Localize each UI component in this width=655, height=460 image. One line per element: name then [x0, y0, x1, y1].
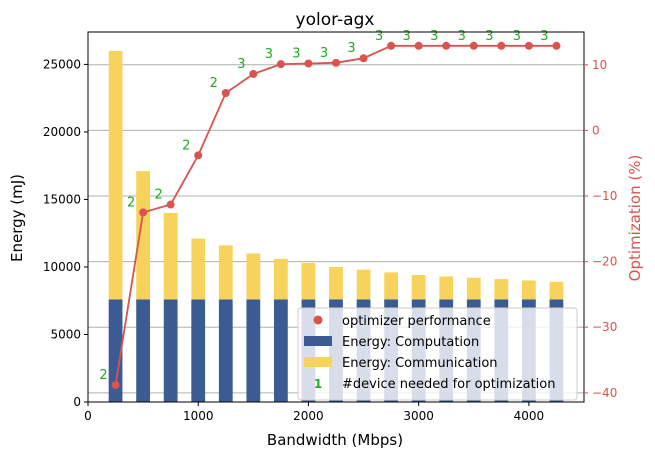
- bar-communication: [108, 50, 123, 300]
- optimization-point: [249, 69, 258, 78]
- y-tick-label: 0: [73, 395, 81, 409]
- legend-swatch-computation: [304, 336, 332, 346]
- optimization-line: [111, 41, 561, 389]
- legend-box: [297, 307, 578, 401]
- bar-communication: [163, 212, 178, 300]
- device-count-label: 3: [540, 29, 548, 44]
- x-tick-label: 0: [84, 409, 92, 423]
- bar-communication: [522, 280, 536, 300]
- legend-label: optimizer performance: [342, 314, 491, 329]
- x-tick-label: 2000: [293, 409, 324, 423]
- bar-communication: [439, 276, 454, 300]
- optimization-point: [304, 59, 313, 68]
- y2-tick-label: −10: [592, 189, 617, 203]
- legend-label: Energy: Computation: [342, 335, 479, 350]
- device-count-labels: 2 2 2 2 2 3 3 3 3 3 3 3 3 3 3 3 3: [99, 29, 548, 383]
- x-tick-label: 4000: [514, 409, 545, 423]
- chart-title: yolor-agx: [296, 10, 375, 30]
- optimization-point: [359, 54, 368, 63]
- legend-swatch-optimizer: [313, 315, 323, 325]
- legend-label: #device needed for optimization: [342, 377, 555, 392]
- y2-tick-label: −40: [592, 386, 617, 400]
- bar-communication: [274, 258, 288, 300]
- y2-tick-label: −20: [592, 255, 617, 269]
- legend-label: Energy: Communication: [342, 356, 498, 371]
- bar-communication: [191, 238, 206, 300]
- y2-tick-label: 10: [592, 58, 607, 72]
- device-count-label: 3: [265, 47, 273, 62]
- bar-communication: [549, 281, 564, 300]
- device-count-label: 2: [210, 76, 218, 91]
- x-tick-label: 1000: [183, 409, 214, 423]
- device-count-label: 2: [155, 188, 163, 203]
- y2-axis-label: Optimization (%): [626, 155, 644, 282]
- bar-communication: [329, 266, 343, 300]
- device-count-label: 3: [458, 29, 466, 44]
- bar-communication: [356, 269, 371, 300]
- legend-swatch-communication: [304, 357, 332, 367]
- bar-computation: [163, 299, 178, 402]
- device-count-label: 3: [513, 29, 521, 44]
- bar-communication: [384, 272, 398, 300]
- bar-communication: [466, 277, 481, 300]
- optimization-point: [221, 89, 230, 98]
- device-count-label: 3: [292, 46, 300, 61]
- y-tick-label: 25000: [43, 57, 81, 71]
- device-count-label: 3: [347, 41, 355, 56]
- bar-computation: [136, 299, 150, 402]
- optimization-point: [111, 380, 120, 389]
- optimization-point: [524, 41, 533, 50]
- optimization-point: [276, 60, 285, 69]
- optimization-point: [552, 41, 561, 50]
- bar-communication: [136, 171, 150, 300]
- device-count-label: 3: [375, 29, 383, 44]
- bar-communication: [246, 253, 261, 300]
- optimization-point: [414, 41, 423, 50]
- bar-communication: [301, 262, 316, 300]
- optimization-point: [332, 58, 340, 67]
- legend: optimizer performance Energy: Computation…: [297, 307, 578, 401]
- device-count-label: 2: [99, 368, 107, 383]
- device-count-label: 3: [430, 29, 438, 44]
- bar-computation: [274, 299, 288, 402]
- axes: 0 1000 2000 3000 4000 0 5000 10000 15000 20000 250…: [43, 31, 617, 423]
- device-count-label: 3: [403, 29, 411, 44]
- y-tick-label: 15000: [43, 192, 81, 206]
- bar-communication: [494, 279, 509, 300]
- device-count-label: 3: [485, 29, 493, 44]
- bar-communication: [218, 245, 233, 300]
- y-tick-label: 5000: [50, 327, 81, 341]
- y-tick-label: 10000: [43, 260, 81, 274]
- bar-computation: [191, 299, 206, 402]
- y-tick-label: 20000: [43, 125, 81, 139]
- y-axis-label: Energy (mJ): [8, 174, 26, 262]
- optimization-point: [139, 208, 148, 217]
- bar-computation: [108, 299, 123, 402]
- device-count-label: 3: [320, 46, 328, 61]
- optimization-point: [497, 41, 506, 50]
- plot-frame: [87, 31, 585, 403]
- optimization-point: [442, 41, 451, 50]
- optimization-point: [194, 151, 203, 160]
- bar-computation: [246, 299, 261, 402]
- y2-tick-label: 0: [592, 123, 600, 137]
- device-count-label: 2: [127, 195, 135, 210]
- y2-tick-label: −30: [592, 320, 617, 334]
- bar-computation: [218, 299, 233, 402]
- legend-swatch-device: 1: [314, 377, 322, 391]
- optimization-point: [387, 41, 396, 50]
- x-tick-label: 3000: [403, 409, 434, 423]
- x-axis-label: Bandwidth (Mbps): [267, 431, 403, 449]
- device-count-label: 2: [182, 138, 190, 153]
- optimization-point: [469, 41, 478, 50]
- device-count-label: 3: [237, 57, 245, 72]
- optimization-point: [166, 200, 175, 209]
- bar-communication: [411, 275, 426, 300]
